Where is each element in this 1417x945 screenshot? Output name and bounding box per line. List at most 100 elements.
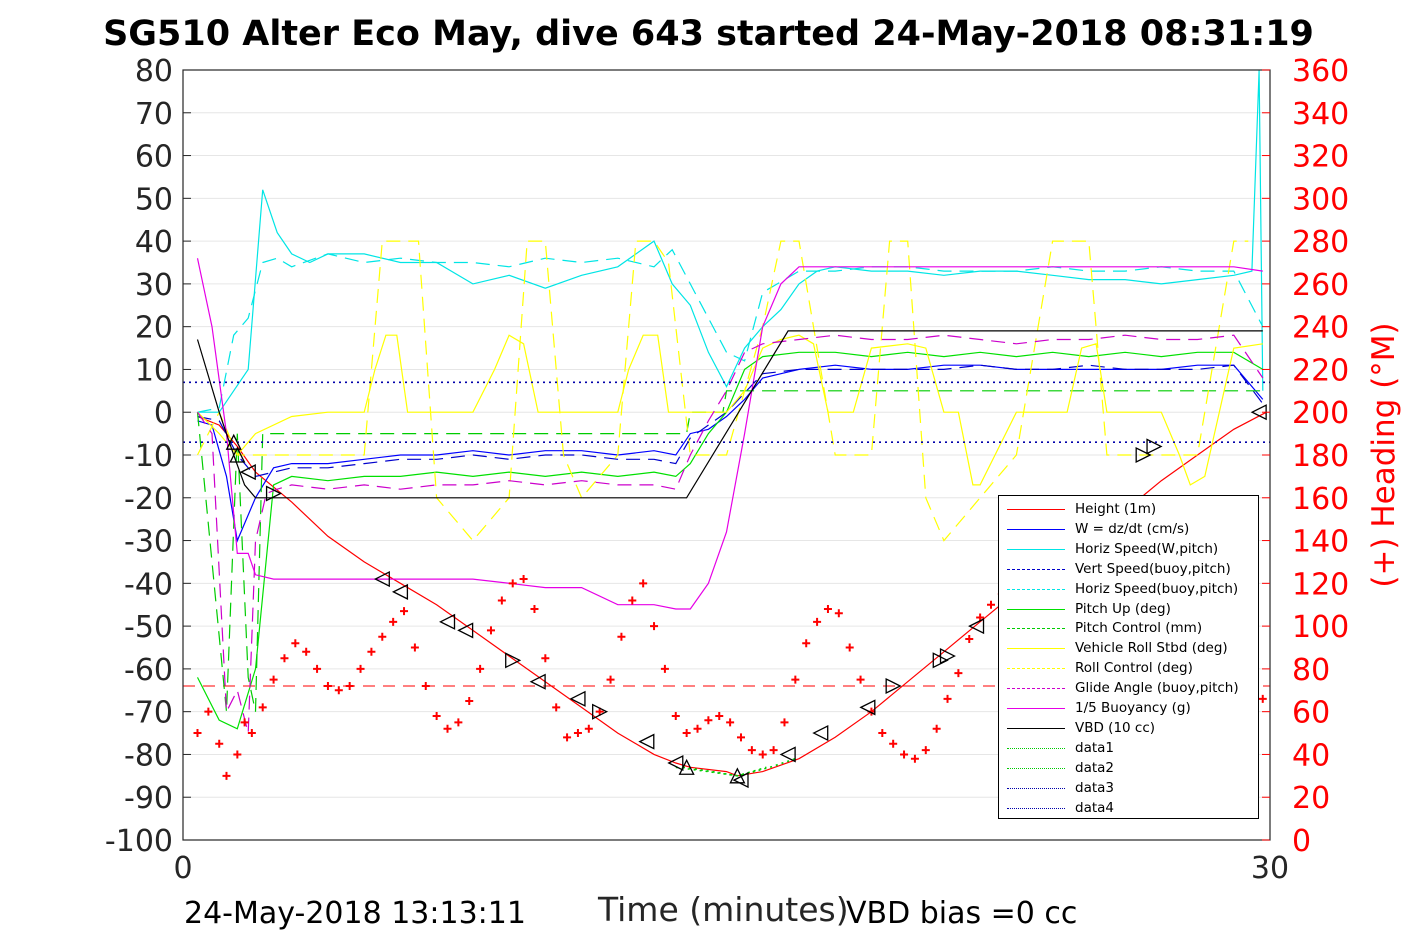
heading-point: [334, 686, 343, 695]
legend-label: Vehicle Roll Stbd (deg): [1075, 640, 1228, 657]
heading-point: [280, 654, 289, 663]
heading-point: [193, 729, 202, 738]
heading-point: [432, 711, 441, 720]
y2-tick-label: 20: [1292, 781, 1330, 816]
triangle-marker: [885, 677, 902, 695]
y-tick-label: 0: [154, 396, 173, 431]
legend-label: VBD (10 cc): [1075, 719, 1156, 736]
legend: Height (1m) W = dz/dt (cm/s) Horiz Speed(W…: [998, 495, 1259, 819]
heading-point: [660, 664, 669, 673]
heading-point: [389, 617, 398, 626]
series-layer: [183, 69, 1270, 777]
y-tick-label: -90: [124, 781, 173, 816]
vbd-bias-note: VBD bias =0 cc: [846, 896, 1078, 931]
heading-point: [769, 746, 778, 755]
heading-point: [693, 724, 702, 733]
legend-entry: Roll Control (deg): [999, 659, 1258, 679]
y-tick-label: -40: [124, 567, 173, 602]
triangle-marker: [1135, 446, 1152, 464]
heading-point: [269, 675, 278, 684]
heading-point: [921, 746, 930, 755]
heading-point: [378, 632, 387, 641]
triangle-marker: [812, 725, 829, 742]
heading-point: [541, 654, 550, 663]
legend-label: Glide Angle (buoy,pitch): [1075, 680, 1239, 697]
y2-tick-label: 60: [1292, 696, 1330, 731]
legend-label: 1/5 Buoyancy (g): [1075, 700, 1191, 716]
heading-point: [682, 729, 691, 738]
heading-point: [889, 739, 898, 748]
legend-swatch: [1007, 668, 1065, 670]
marker-layer: [193, 404, 1267, 789]
heading-point: [497, 596, 506, 605]
triangle-marker: [569, 690, 586, 707]
y2-tick-label: 260: [1292, 268, 1349, 303]
triangle-marker: [667, 754, 684, 772]
heading-point: [736, 733, 745, 742]
legend-label: Horiz Speed(buoy,pitch): [1075, 580, 1239, 597]
triangle-marker: [729, 767, 746, 784]
legend-entry: Height (1m): [999, 500, 1258, 520]
heading-point: [291, 639, 300, 648]
y-tick-label: 60: [135, 140, 173, 175]
y-tick-label: -20: [124, 482, 173, 517]
heading-point: [943, 694, 952, 703]
x-tick-label: 30: [1251, 851, 1289, 886]
heading-point: [823, 605, 832, 613]
heading-point: [400, 607, 409, 616]
x-tick-label: 0: [173, 851, 192, 886]
series-line-9: [197, 334, 1264, 734]
heading-point: [240, 718, 249, 727]
heading-point: [715, 711, 724, 720]
heading-point: [856, 675, 865, 684]
legend-label: Horiz Speed(W,pitch): [1075, 540, 1219, 557]
heading-point: [222, 771, 231, 780]
y2-tick-label: 360: [1292, 54, 1349, 89]
triangle-marker: [373, 571, 390, 588]
legend-label: data1: [1075, 739, 1114, 756]
legend-entry: Vert Speed(buoy,pitch): [999, 560, 1258, 580]
heading-point: [628, 596, 637, 605]
y-tick-label: 20: [135, 311, 173, 346]
legend-swatch: [1007, 787, 1065, 789]
heading-point: [465, 696, 474, 705]
heading-point: [443, 724, 452, 733]
heading-point: [530, 605, 539, 613]
legend-entry: Horiz Speed(W,pitch): [999, 540, 1258, 560]
triangle-marker: [968, 618, 985, 635]
triangle-marker: [239, 464, 256, 481]
y2-tick-label: 200: [1292, 396, 1349, 431]
legend-entry: Glide Angle (buoy,pitch): [999, 679, 1258, 699]
y-tick-label: -30: [124, 525, 173, 560]
heading-point: [704, 716, 713, 725]
legend-label: data4: [1075, 799, 1114, 816]
legend-swatch: [1007, 548, 1065, 550]
heading-point: [508, 579, 517, 588]
y-tick-label: -100: [105, 824, 173, 859]
y2-tick-label: 340: [1292, 97, 1349, 132]
legend-entry: Pitch Control (mm): [999, 619, 1258, 639]
heading-point: [421, 682, 430, 690]
triangle-marker: [678, 758, 695, 775]
y-tick-label: -70: [124, 696, 173, 731]
y2-tick-label: 100: [1292, 610, 1349, 645]
heading-point: [476, 664, 485, 673]
heading-point: [519, 575, 528, 584]
y2-tick-label: 320: [1292, 140, 1349, 175]
series-line-13: [682, 766, 767, 777]
legend-swatch: [1007, 588, 1065, 590]
y2-tick-label: 160: [1292, 482, 1349, 517]
heading-point: [313, 664, 322, 673]
heading-point: [791, 675, 800, 684]
heading-point: [932, 724, 941, 733]
y2-tick-label: 180: [1292, 439, 1349, 474]
legend-swatch: [1007, 807, 1065, 809]
heading-point: [987, 600, 996, 609]
legend-label: data3: [1075, 779, 1114, 796]
heading-point: [910, 754, 919, 763]
x-axis-label: Time (minutes): [598, 890, 849, 929]
y2-tick-label: 240: [1292, 311, 1349, 346]
legend-swatch: [1007, 747, 1065, 749]
heading-point: [813, 617, 822, 626]
y-axis-ticks: 80 70 60 50 40 30 20 10 0 -10 -20 -30 -40 -50 -60 -70 -8…: [105, 54, 191, 859]
